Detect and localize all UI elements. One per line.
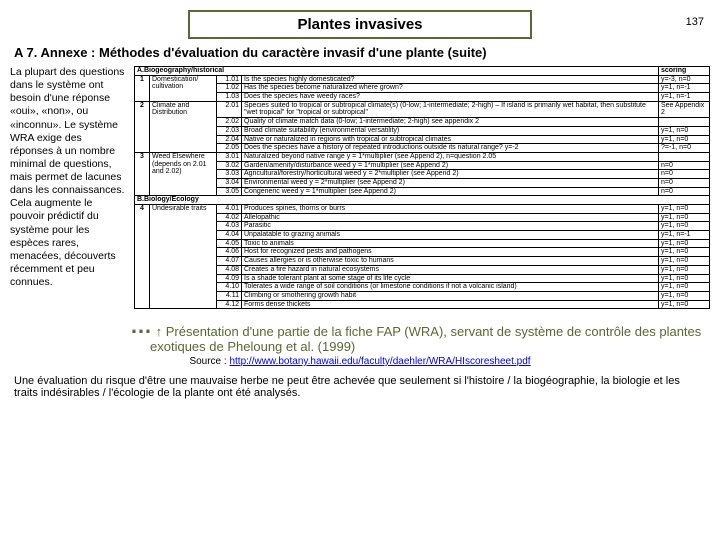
table-row: 2.02Quality of climate match data (0-low… [135, 118, 710, 127]
header-b: B.Biology/Ecology [135, 196, 710, 205]
table-row: 4.02Allelopathicy=1, n=0 [135, 213, 710, 222]
cat-num: 4 [135, 205, 150, 309]
source-link[interactable]: http://www.botany.hawaii.edu/faculty/dae… [229, 356, 530, 367]
ellipsis: … [130, 313, 152, 339]
table-row: 3.03Agricultural/forestry/horticultural … [135, 170, 710, 179]
table-row: 2.04Native or naturalized in regions wit… [135, 135, 710, 144]
table-row: 4.05Toxic to animalsy=1, n=0 [135, 239, 710, 248]
table-row: 4.07Causes allergies or is otherwise tox… [135, 257, 710, 266]
table-row: 4.09Is a shade tolerant plant at some st… [135, 274, 710, 283]
table-row: 4 Undesirable traits 4.01Produces spines… [135, 205, 710, 214]
table-row: 2 Climate and Distribution 2.01Species s… [135, 101, 710, 117]
cat-name: Undesirable traits [150, 205, 217, 309]
wra-table: A.Biogeography/historical scoring 1 Dome… [134, 66, 710, 309]
header-score: scoring [659, 67, 710, 76]
table-row: 4.06Host for recognized pests and pathog… [135, 248, 710, 257]
table-row: 4.12Forms dense thicketsy=1, n=0 [135, 300, 710, 309]
footnote: Une évaluation du risque d'être une mauv… [10, 375, 710, 399]
table-row: 4.08Creates a fire hazard in natural eco… [135, 265, 710, 274]
table-row: 3.04Environmental weed y = 2*multiplier … [135, 178, 710, 187]
table-row: 1.03Does the species have weedy races?y=… [135, 93, 710, 102]
table-row: 3 Weed Elsewhere (depends on 2.01 and 2.… [135, 152, 710, 161]
table-row: 4.10Tolerates a wide range of soil condi… [135, 283, 710, 292]
table-row: 2.03Broad climate suitability (environme… [135, 126, 710, 135]
sidebar-text: La plupart des questions dans le système… [10, 66, 126, 309]
row-score: y=-3, n=0 [659, 75, 710, 84]
table-row: 4.11Climbing or smothering growth habity… [135, 291, 710, 300]
table-row: 3.02Garden/amenity/disturbance weed y = … [135, 161, 710, 170]
table-row: 4.03Parasiticy=1, n=0 [135, 222, 710, 231]
table-row: 4.04Unpalatable to grazing animalsy=1, n… [135, 231, 710, 240]
table-row: 1 Domestication/ cultivation 1.01 Is the… [135, 75, 710, 84]
cat-num: 2 [135, 101, 150, 152]
caption-text: ↑ Présentation d'une partie de la fiche … [150, 324, 701, 354]
page-number: 137 [686, 16, 704, 28]
cat-name: Weed Elsewhere (depends on 2.01 and 2.02… [150, 152, 217, 195]
caption-block: … ↑ Présentation d'une partie de la fich… [150, 313, 710, 354]
table-row: 2.05Does the species have a history of r… [135, 144, 710, 153]
cat-name: Climate and Distribution [150, 101, 217, 152]
cat-num: 3 [135, 152, 150, 195]
header-a: A.Biogeography/historical [135, 67, 659, 76]
table-row: 1.02Has the species become naturalized w… [135, 84, 710, 93]
row-text: Is the species highly domesticated? [242, 75, 659, 84]
row-code: 1.01 [217, 75, 242, 84]
cat-num: 1 [135, 75, 150, 101]
cat-name: Domestication/ cultivation [150, 75, 217, 101]
source-line: Source : http://www.botany.hawaii.edu/fa… [10, 356, 710, 367]
table-row: 3.05Congeneric weed y = 1*multiplier (se… [135, 187, 710, 196]
section-head: A 7. Annexe : Méthodes d'évaluation du c… [14, 45, 710, 60]
page-title: Plantes invasives [188, 10, 532, 39]
